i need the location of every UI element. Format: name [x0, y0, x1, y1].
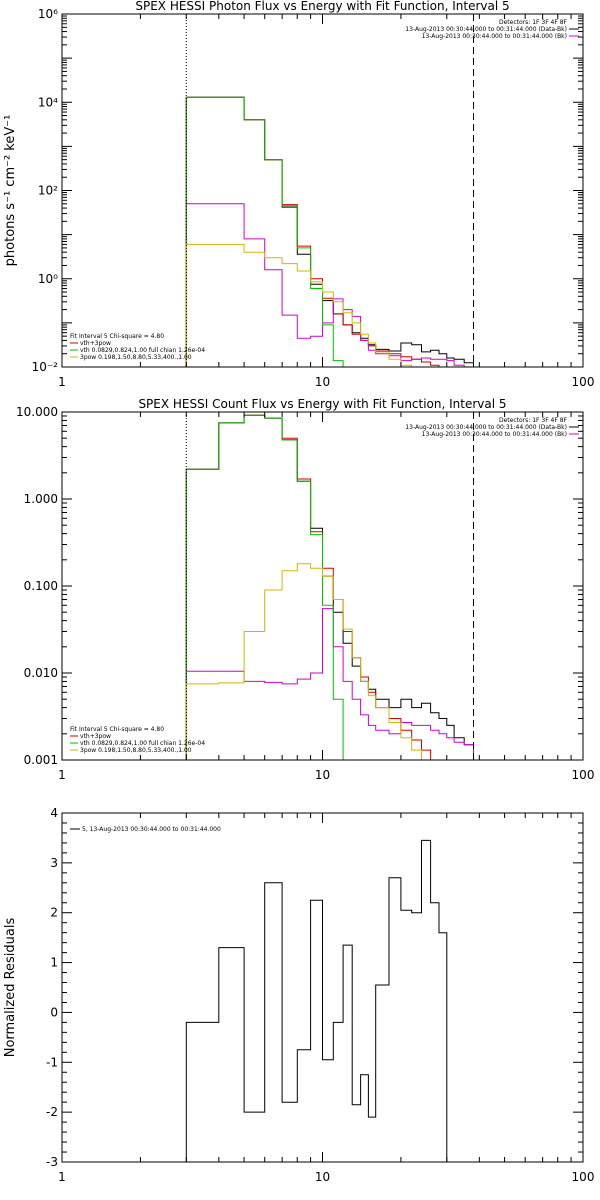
series-2-2 [185, 414, 440, 760]
y-axis-label: photons s⁻¹ cm⁻² keV⁻¹ [3, 115, 18, 267]
series-2-1 [185, 414, 474, 760]
x-tick-label: 1 [58, 1170, 66, 1184]
y-tick-label: 3 [50, 856, 58, 870]
chart-title: SPEX HESSI Photon Flux vs Energy with Fi… [135, 0, 509, 13]
x-tick-label: 1 [58, 375, 66, 389]
y-tick-label: -2 [46, 1105, 58, 1119]
y-tick-label: -1 [46, 1055, 58, 1069]
legend-entry: 3pow 0.198,1.50,8.80,5.33,400.,1.00 [80, 354, 192, 361]
legend-entry: 5, 13-Aug-2013 00:30:44.000 to 00:31:44.… [82, 826, 221, 833]
series-1-3 [185, 203, 474, 367]
y-tick-label: 0.001 [24, 753, 58, 767]
y-tick-label: 10.000 [16, 405, 58, 419]
y-tick-label: 4 [50, 806, 58, 820]
y-axis-label: Normalized Residuals [3, 918, 18, 1058]
panel-1: 1 10 100 10⁻² 10⁰ 10² 10⁴ 10⁶ SPEX HESSI Photon … [3, 0, 594, 389]
x-tick-label: 100 [572, 768, 595, 782]
y-tick-label: 0.010 [24, 666, 58, 680]
y-tick-label: 10⁰ [38, 272, 58, 286]
series-1-1 [185, 96, 474, 367]
series-group [185, 839, 448, 1162]
legend-entry: 13-Aug-2013 00:30:44.000 to 00:31:44.000… [422, 33, 567, 40]
legend-entry: vth+3pow [80, 733, 111, 740]
series-group [185, 414, 474, 760]
x-tick-label: 100 [572, 375, 595, 389]
legend-entry: vth+3pow [80, 340, 111, 347]
legend-entry: 13-Aug-2013 00:30:44.000 to 00:31:44.000… [405, 26, 567, 33]
y-tick-label: 10² [38, 184, 58, 198]
y-tick-label: 10⁴ [38, 95, 58, 109]
y-tick-label: 10⁻² [32, 360, 59, 374]
legend-entry: Fit Interval 5 Chi-square = 4.80 [70, 333, 164, 340]
legend-entry: 13-Aug-2013 00:30:44.000 to 00:31:44.000… [422, 431, 567, 438]
legend-entry: Fit Interval 5 Chi-square = 4.80 [70, 726, 164, 733]
legend-entry: vth 0.0829,0.824,1.00 full chian 1.26e-0… [80, 347, 205, 354]
y-tick-label: 10⁶ [38, 7, 58, 21]
series-1-5 [185, 243, 413, 367]
x-tick-label: 1 [58, 768, 66, 782]
series-2-5 [185, 563, 432, 760]
y-tick-label: 1 [50, 956, 58, 970]
panel-2: 1 10 100 0.001 0.010 0.100 1.000 10.000 SPEX HES… [16, 397, 594, 782]
x-tick-label: 10 [315, 768, 330, 782]
series-2-3 [185, 608, 474, 760]
legend-entry: 3pow 0.198,1.50,8.80,5.33,400.,1.00 [80, 747, 192, 754]
series-3-1 [185, 839, 448, 1162]
y-tick-label: -3 [46, 1155, 58, 1169]
x-tick-label: 10 [315, 1170, 330, 1184]
series-group [185, 96, 474, 367]
y-tick-label: 1.000 [24, 492, 58, 506]
legend-entry: vth 0.0829,0.824,1.00 full chian 1.26e-0… [80, 740, 205, 747]
series-1-4 [185, 96, 344, 367]
series-1-2 [185, 96, 448, 367]
chart-title: SPEX HESSI Count Flux vs Energy with Fit… [138, 397, 506, 411]
y-tick-label: 0 [50, 1005, 58, 1019]
x-tick-label: 100 [572, 1170, 595, 1184]
legend-entry: Detectors: 1F 3F 4F 8F [499, 19, 568, 26]
panel-3: 1 10 100 -3 -2 -1 0 1 2 3 4 Normalized Residuals 5, … [3, 806, 594, 1184]
y-tick-label: 0.100 [24, 579, 58, 593]
x-tick-label: 10 [315, 375, 330, 389]
series-2-4 [185, 414, 353, 760]
y-tick-label: 2 [50, 906, 58, 920]
legend-entry: Detectors: 1F 3F 4F 8F [499, 417, 568, 424]
legend-entry: 13-Aug-2013 00:30:44.000 to 00:31:44.000… [405, 424, 567, 431]
